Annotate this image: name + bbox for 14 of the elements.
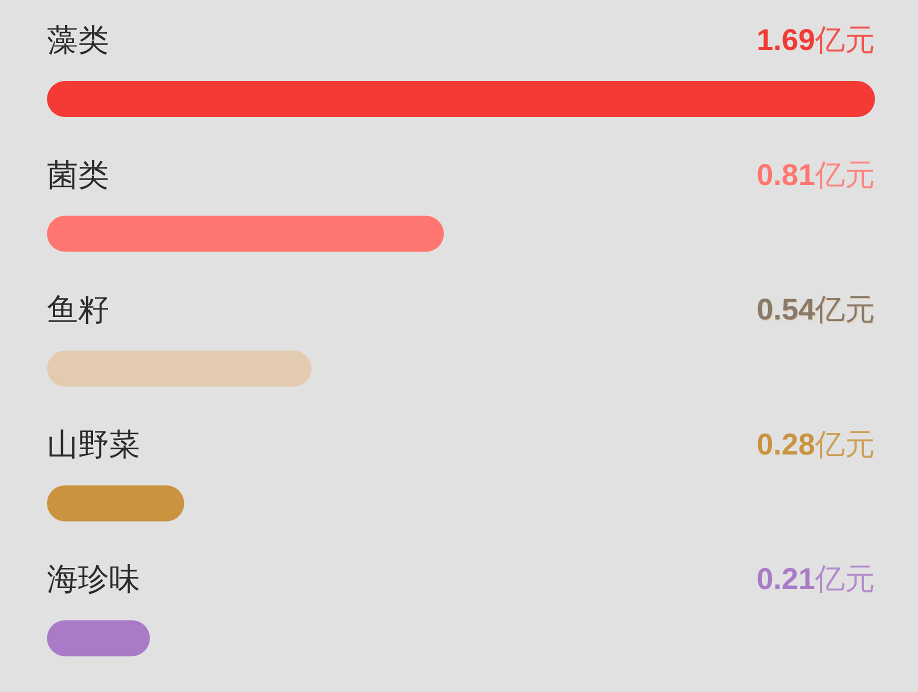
data-label: 1.69亿元 xyxy=(756,24,875,56)
bar xyxy=(47,81,875,117)
data-label: 0.81亿元 xyxy=(756,158,875,192)
bar xyxy=(47,350,312,387)
bar xyxy=(47,485,184,522)
y-tick-label: 山野菜 xyxy=(47,426,140,462)
y-tick-label: 菌类 xyxy=(47,157,109,192)
y-tick-label: 鱼籽 xyxy=(47,292,109,328)
data-label: 0.54亿元 xyxy=(756,293,875,326)
y-tick-label: 海珍味 xyxy=(47,562,140,597)
y-tick-label: 藻类 xyxy=(47,22,109,58)
data-label: 0.21亿元 xyxy=(756,562,875,596)
bar xyxy=(47,216,444,252)
data-label: 0.28亿元 xyxy=(756,428,875,461)
